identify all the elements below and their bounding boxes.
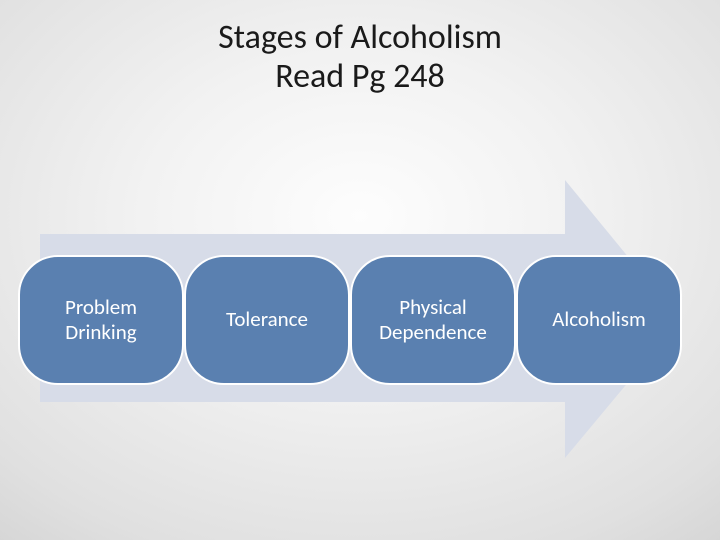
slide-title: Stages of Alcoholism Read Pg 248: [0, 18, 720, 96]
stage-node-1: Problem Drinking: [18, 255, 184, 385]
stage-node-3: Physical Dependence: [350, 255, 516, 385]
stage-nodes: Problem DrinkingTolerancePhysical Depend…: [18, 255, 682, 385]
stage-node-4: Alcoholism: [516, 255, 682, 385]
title-line-2: Read Pg 248: [0, 57, 720, 96]
stage-node-2: Tolerance: [184, 255, 350, 385]
process-arrow-diagram: Problem DrinkingTolerancePhysical Depend…: [40, 170, 680, 470]
title-line-1: Stages of Alcoholism: [0, 18, 720, 57]
